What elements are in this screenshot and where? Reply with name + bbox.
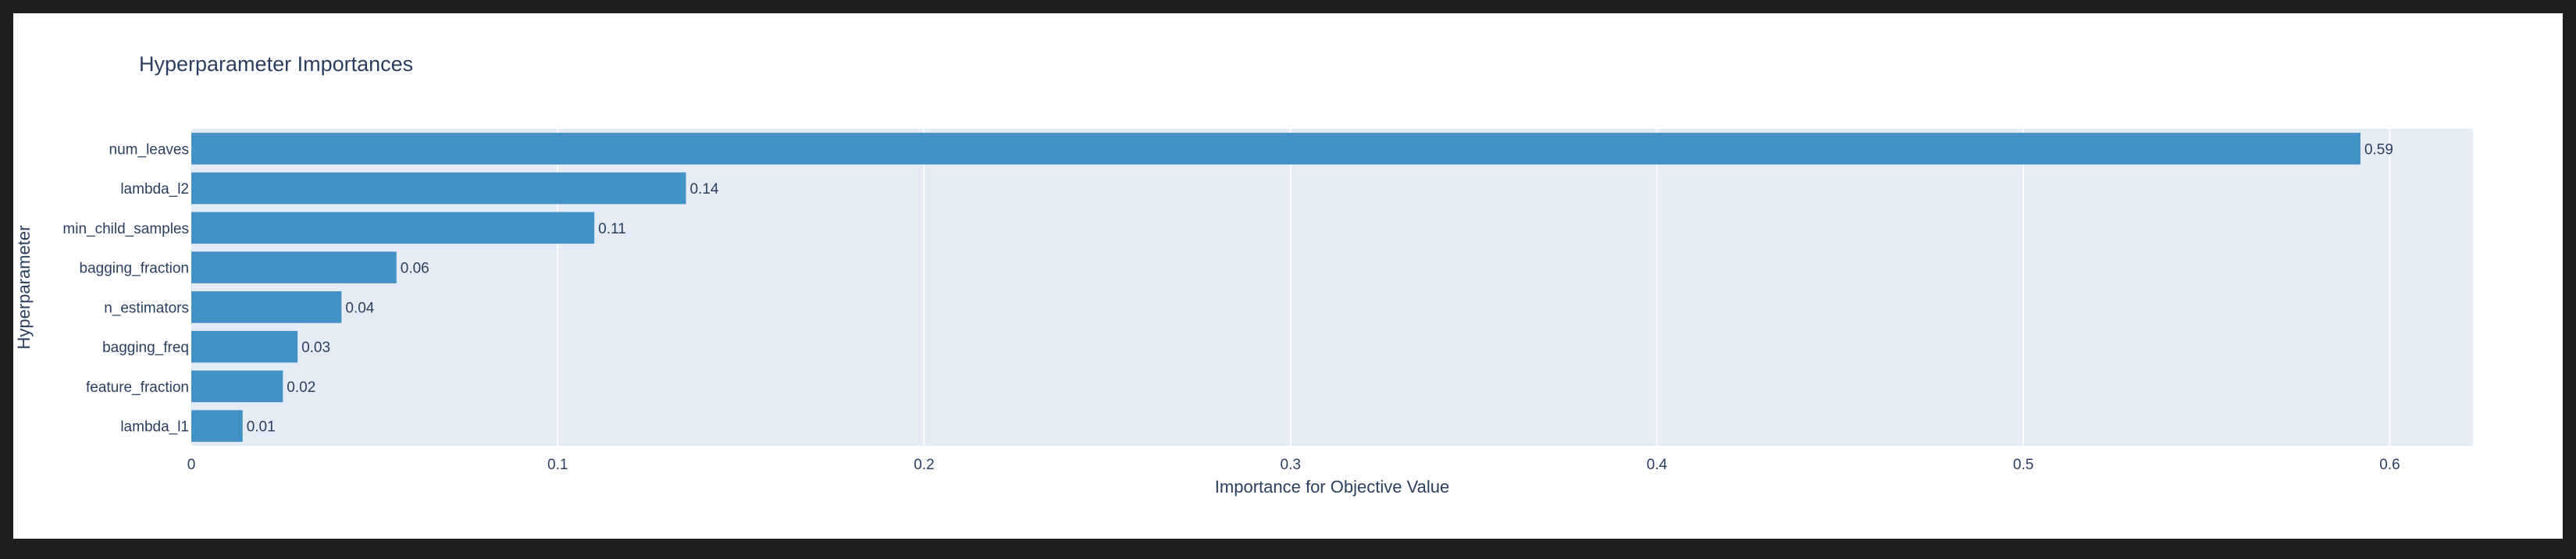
- data-labels: 0.59 0.14 0.11 0.06 0.04 0.03 0.02 0.01: [247, 141, 2393, 435]
- bar-lambda-l2[interactable]: [191, 172, 686, 205]
- y-tick-label: lambda_l2: [120, 181, 189, 198]
- data-label: 0.02: [287, 379, 315, 396]
- x-tick-label: 0.5: [2013, 457, 2033, 473]
- y-tick-labels: num_leaves lambda_l2 min_child_samplesbagg…: [62, 141, 189, 435]
- x-tick-label: 0.2: [914, 457, 934, 473]
- y-tick-label: bagging_fraction: [80, 261, 190, 277]
- y-tick-label: num_leaves: [109, 141, 189, 158]
- bar-num-leaves[interactable]: [191, 133, 2360, 165]
- data-label: 0.03: [301, 340, 330, 356]
- bars: [191, 133, 2360, 442]
- y-axis-title: Hyperparameter: [14, 226, 34, 350]
- data-label: 0.06: [401, 261, 429, 277]
- y-tick-label: bagging_freq: [102, 340, 189, 356]
- x-tick-labels: 0 0.1 0.2 0.3 0.4 0.5 0.6: [187, 457, 2400, 473]
- chart-title: Hyperparameter Importances: [139, 52, 413, 76]
- y-tick-label: lambda_l1: [120, 419, 189, 436]
- x-tick-label: 0: [187, 457, 196, 473]
- data-label: 0.04: [345, 300, 374, 316]
- x-tick-label: 0.6: [2379, 457, 2400, 473]
- y-tick-label: n_estimators: [104, 300, 189, 316]
- y-tick-label: feature_fraction: [86, 379, 189, 396]
- data-label: 0.11: [598, 221, 626, 237]
- x-tick-label: 0.1: [547, 457, 568, 473]
- data-label: 0.01: [247, 419, 276, 436]
- x-tick-label: 0.3: [1281, 457, 1301, 473]
- bar-bagging-freq[interactable]: [191, 330, 298, 363]
- bar-min-child-samples[interactable]: [191, 212, 595, 244]
- data-label: 0.59: [2364, 141, 2393, 158]
- data-label: 0.14: [689, 181, 718, 198]
- bar-feature-fraction[interactable]: [191, 370, 283, 403]
- x-tick-label: 0.4: [1647, 457, 1668, 473]
- bar-n-estimators[interactable]: [191, 291, 342, 323]
- y-tick-label: min_child_samples: [62, 221, 189, 237]
- bar-lambda-l1[interactable]: [191, 410, 243, 442]
- bar-bagging-fraction[interactable]: [191, 251, 397, 283]
- x-axis-title: Importance for Objective Value: [1215, 477, 1449, 497]
- bar-chart: Hyperparameter Importances num_leaveslam…: [14, 52, 2473, 497]
